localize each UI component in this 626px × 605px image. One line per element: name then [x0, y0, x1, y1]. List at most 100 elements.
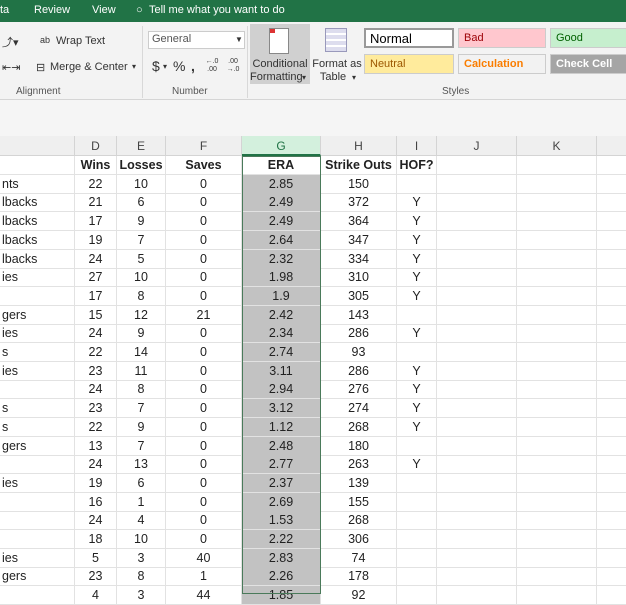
cell[interactable]: [597, 567, 626, 587]
decrease-decimal-button[interactable]: .00 →.0: [226, 58, 240, 73]
cell[interactable]: [397, 511, 437, 531]
cell[interactable]: [437, 305, 517, 325]
cell[interactable]: [397, 343, 437, 362]
cell[interactable]: 286: [321, 361, 397, 381]
cell[interactable]: Y: [397, 361, 437, 381]
cell[interactable]: 10: [117, 268, 166, 288]
cell[interactable]: [597, 343, 626, 362]
cell[interactable]: [437, 230, 517, 250]
cell[interactable]: [397, 586, 437, 605]
cell[interactable]: [517, 492, 597, 512]
cell[interactable]: 310: [321, 268, 397, 288]
cell[interactable]: 2.34: [242, 324, 321, 344]
cell[interactable]: [597, 268, 626, 288]
cell[interactable]: 276: [321, 380, 397, 400]
cell[interactable]: [0, 511, 75, 531]
cell[interactable]: [597, 287, 626, 306]
cell[interactable]: 364: [321, 212, 397, 232]
cell[interactable]: [517, 473, 597, 493]
cell[interactable]: 40: [166, 548, 242, 568]
cell[interactable]: Y: [397, 193, 437, 213]
cell[interactable]: 0: [166, 473, 242, 493]
cell[interactable]: [397, 548, 437, 568]
cell[interactable]: [517, 380, 597, 400]
cell[interactable]: ERA: [242, 156, 321, 175]
cell[interactable]: 13: [75, 436, 117, 456]
cell[interactable]: 18: [75, 530, 117, 549]
cell[interactable]: 12: [117, 305, 166, 325]
cell[interactable]: 2.85: [242, 174, 321, 194]
cell[interactable]: [437, 268, 517, 288]
cell[interactable]: 347: [321, 230, 397, 250]
cell[interactable]: 2.49: [242, 212, 321, 232]
cell[interactable]: [0, 380, 75, 400]
cell[interactable]: 8: [117, 567, 166, 587]
cell[interactable]: [517, 455, 597, 475]
cell[interactable]: [437, 174, 517, 194]
cell-style-check-cell[interactable]: Check Cell: [550, 54, 626, 74]
cell[interactable]: 268: [321, 417, 397, 437]
cell[interactable]: ies: [0, 324, 75, 344]
cell[interactable]: 180: [321, 436, 397, 456]
cell[interactable]: 22: [75, 417, 117, 437]
percent-button[interactable]: %: [173, 58, 186, 74]
cell[interactable]: 5: [117, 249, 166, 269]
cell[interactable]: 2.32: [242, 249, 321, 269]
cell[interactable]: 3: [117, 586, 166, 605]
cell[interactable]: 23: [75, 567, 117, 587]
cell[interactable]: 1.9: [242, 286, 321, 306]
cell[interactable]: [517, 268, 597, 288]
cell[interactable]: 0: [166, 230, 242, 250]
cell[interactable]: [517, 305, 597, 325]
cell[interactable]: s: [0, 343, 75, 362]
cell[interactable]: [437, 511, 517, 531]
column-header-F[interactable]: F: [166, 136, 242, 156]
cell[interactable]: 0: [166, 174, 242, 194]
cell[interactable]: [437, 380, 517, 400]
cell[interactable]: [517, 286, 597, 306]
increase-decimal-button[interactable]: ←.0 .00: [205, 58, 219, 73]
cell[interactable]: 2.48: [242, 436, 321, 456]
cell[interactable]: 1.53: [242, 511, 321, 531]
cell[interactable]: 1: [166, 567, 242, 587]
column-header-D[interactable]: D: [75, 136, 117, 156]
currency-button[interactable]: $: [152, 58, 160, 74]
cell[interactable]: Losses: [117, 156, 166, 175]
cell[interactable]: Y: [397, 399, 437, 419]
cell[interactable]: 372: [321, 193, 397, 213]
cell[interactable]: [437, 548, 517, 568]
column-header-L[interactable]: [597, 136, 626, 156]
cell[interactable]: 74: [321, 548, 397, 568]
column-header-G[interactable]: G: [242, 136, 321, 156]
cell[interactable]: 2.83: [242, 548, 321, 568]
chevron-down-icon[interactable]: ▼: [235, 35, 243, 44]
cell[interactable]: [517, 324, 597, 344]
cell[interactable]: 24: [75, 249, 117, 269]
cell[interactable]: gers: [0, 436, 75, 456]
cell[interactable]: 0: [166, 380, 242, 400]
merge-chevron-icon[interactable]: ▾: [132, 62, 137, 71]
cell[interactable]: [597, 493, 626, 512]
cell[interactable]: 306: [321, 530, 397, 549]
cell[interactable]: 1.85: [242, 586, 321, 605]
cell[interactable]: Y: [397, 230, 437, 250]
cell[interactable]: 143: [321, 305, 397, 325]
cell[interactable]: lbacks: [0, 212, 75, 232]
cell[interactable]: [517, 436, 597, 456]
cell[interactable]: Y: [397, 324, 437, 344]
cell[interactable]: [0, 286, 75, 306]
cell[interactable]: 11: [117, 361, 166, 381]
cell[interactable]: [597, 231, 626, 250]
cell[interactable]: [597, 437, 626, 456]
cell[interactable]: [437, 530, 517, 549]
cell-style-bad[interactable]: Bad: [458, 28, 546, 48]
cell[interactable]: 2.64: [242, 230, 321, 250]
cell[interactable]: [437, 361, 517, 381]
cell[interactable]: 2.22: [242, 530, 321, 549]
cell[interactable]: [437, 156, 517, 175]
cell[interactable]: [0, 530, 75, 549]
comma-button[interactable]: ,: [191, 58, 195, 74]
cell[interactable]: 10: [117, 530, 166, 549]
cell[interactable]: 3: [117, 548, 166, 568]
cell[interactable]: [597, 380, 626, 400]
